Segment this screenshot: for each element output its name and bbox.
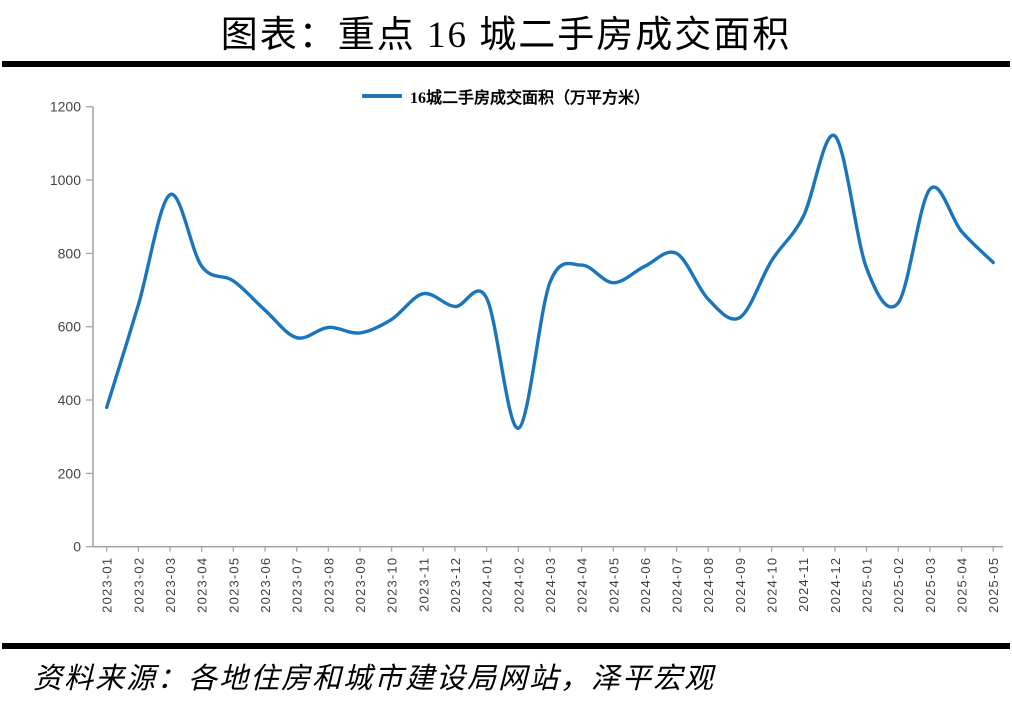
footer-divider-rule bbox=[2, 643, 1010, 649]
x-tick-label: 2024-07 bbox=[670, 557, 685, 613]
x-tick-label: 2024-02 bbox=[511, 557, 526, 613]
y-tick-label: 1000 bbox=[50, 172, 81, 188]
x-tick-label: 2023-01 bbox=[100, 557, 115, 613]
x-tick-label: 2024-10 bbox=[765, 557, 780, 613]
y-tick-label: 200 bbox=[58, 465, 82, 481]
x-tick-label: 2023-08 bbox=[321, 557, 336, 613]
x-tick-label: 2023-10 bbox=[385, 557, 400, 613]
x-tick-label: 2023-11 bbox=[416, 557, 431, 612]
x-tick-label: 2023-12 bbox=[448, 557, 463, 613]
x-tick-label: 2025-01 bbox=[860, 557, 875, 613]
x-tick-label: 2024-08 bbox=[701, 557, 716, 613]
x-tick-label: 2024-05 bbox=[606, 557, 621, 613]
title-divider-rule bbox=[2, 61, 1010, 67]
x-tick-label: 2025-03 bbox=[923, 557, 938, 613]
y-tick-label: 800 bbox=[58, 245, 82, 261]
x-tick-label: 2025-02 bbox=[891, 557, 906, 613]
x-tick-label: 2023-06 bbox=[258, 557, 273, 613]
x-tick-label: 2024-12 bbox=[828, 557, 843, 613]
x-tick-label: 2025-04 bbox=[955, 557, 970, 613]
x-tick-label: 2024-09 bbox=[733, 557, 748, 613]
chart-legend: 16城二手房成交面积（万平方米） bbox=[0, 84, 1012, 108]
x-tick-label: 2024-03 bbox=[543, 557, 558, 613]
x-tick-label: 2024-06 bbox=[638, 557, 653, 613]
legend-series-label: 16城二手房成交面积（万平方米） bbox=[409, 90, 650, 107]
x-tick-label: 2023-02 bbox=[131, 557, 146, 613]
x-tick-label: 2023-09 bbox=[353, 557, 368, 613]
x-tick-label: 2024-04 bbox=[575, 557, 590, 613]
x-tick-label: 2024-11 bbox=[796, 557, 811, 612]
y-tick-label: 0 bbox=[73, 539, 81, 555]
y-tick-label: 400 bbox=[58, 392, 82, 408]
data-line bbox=[105, 133, 995, 431]
y-tick-label: 600 bbox=[58, 319, 82, 335]
x-tick-label: 2023-05 bbox=[226, 557, 241, 613]
x-tick-label: 2023-07 bbox=[290, 557, 305, 613]
chart-svg: 0 200 400 600 800 1000 1200 2023-01 2023-02 2023-… bbox=[50, 99, 1003, 613]
legend-line-swatch bbox=[361, 94, 402, 98]
x-tick-label: 2025-05 bbox=[986, 557, 1001, 613]
y-tick-label: 1200 bbox=[50, 99, 81, 115]
x-tick-label: 2024-01 bbox=[480, 557, 495, 613]
x-tick-label: 2023-03 bbox=[163, 557, 178, 613]
source-text: 资料来源：各地住房和城市建设局网站，泽平宏观 bbox=[33, 663, 716, 695]
page-title: 图表：重点 16 城二手房成交面积 bbox=[220, 15, 792, 56]
x-tick-label: 2023-04 bbox=[195, 557, 210, 613]
